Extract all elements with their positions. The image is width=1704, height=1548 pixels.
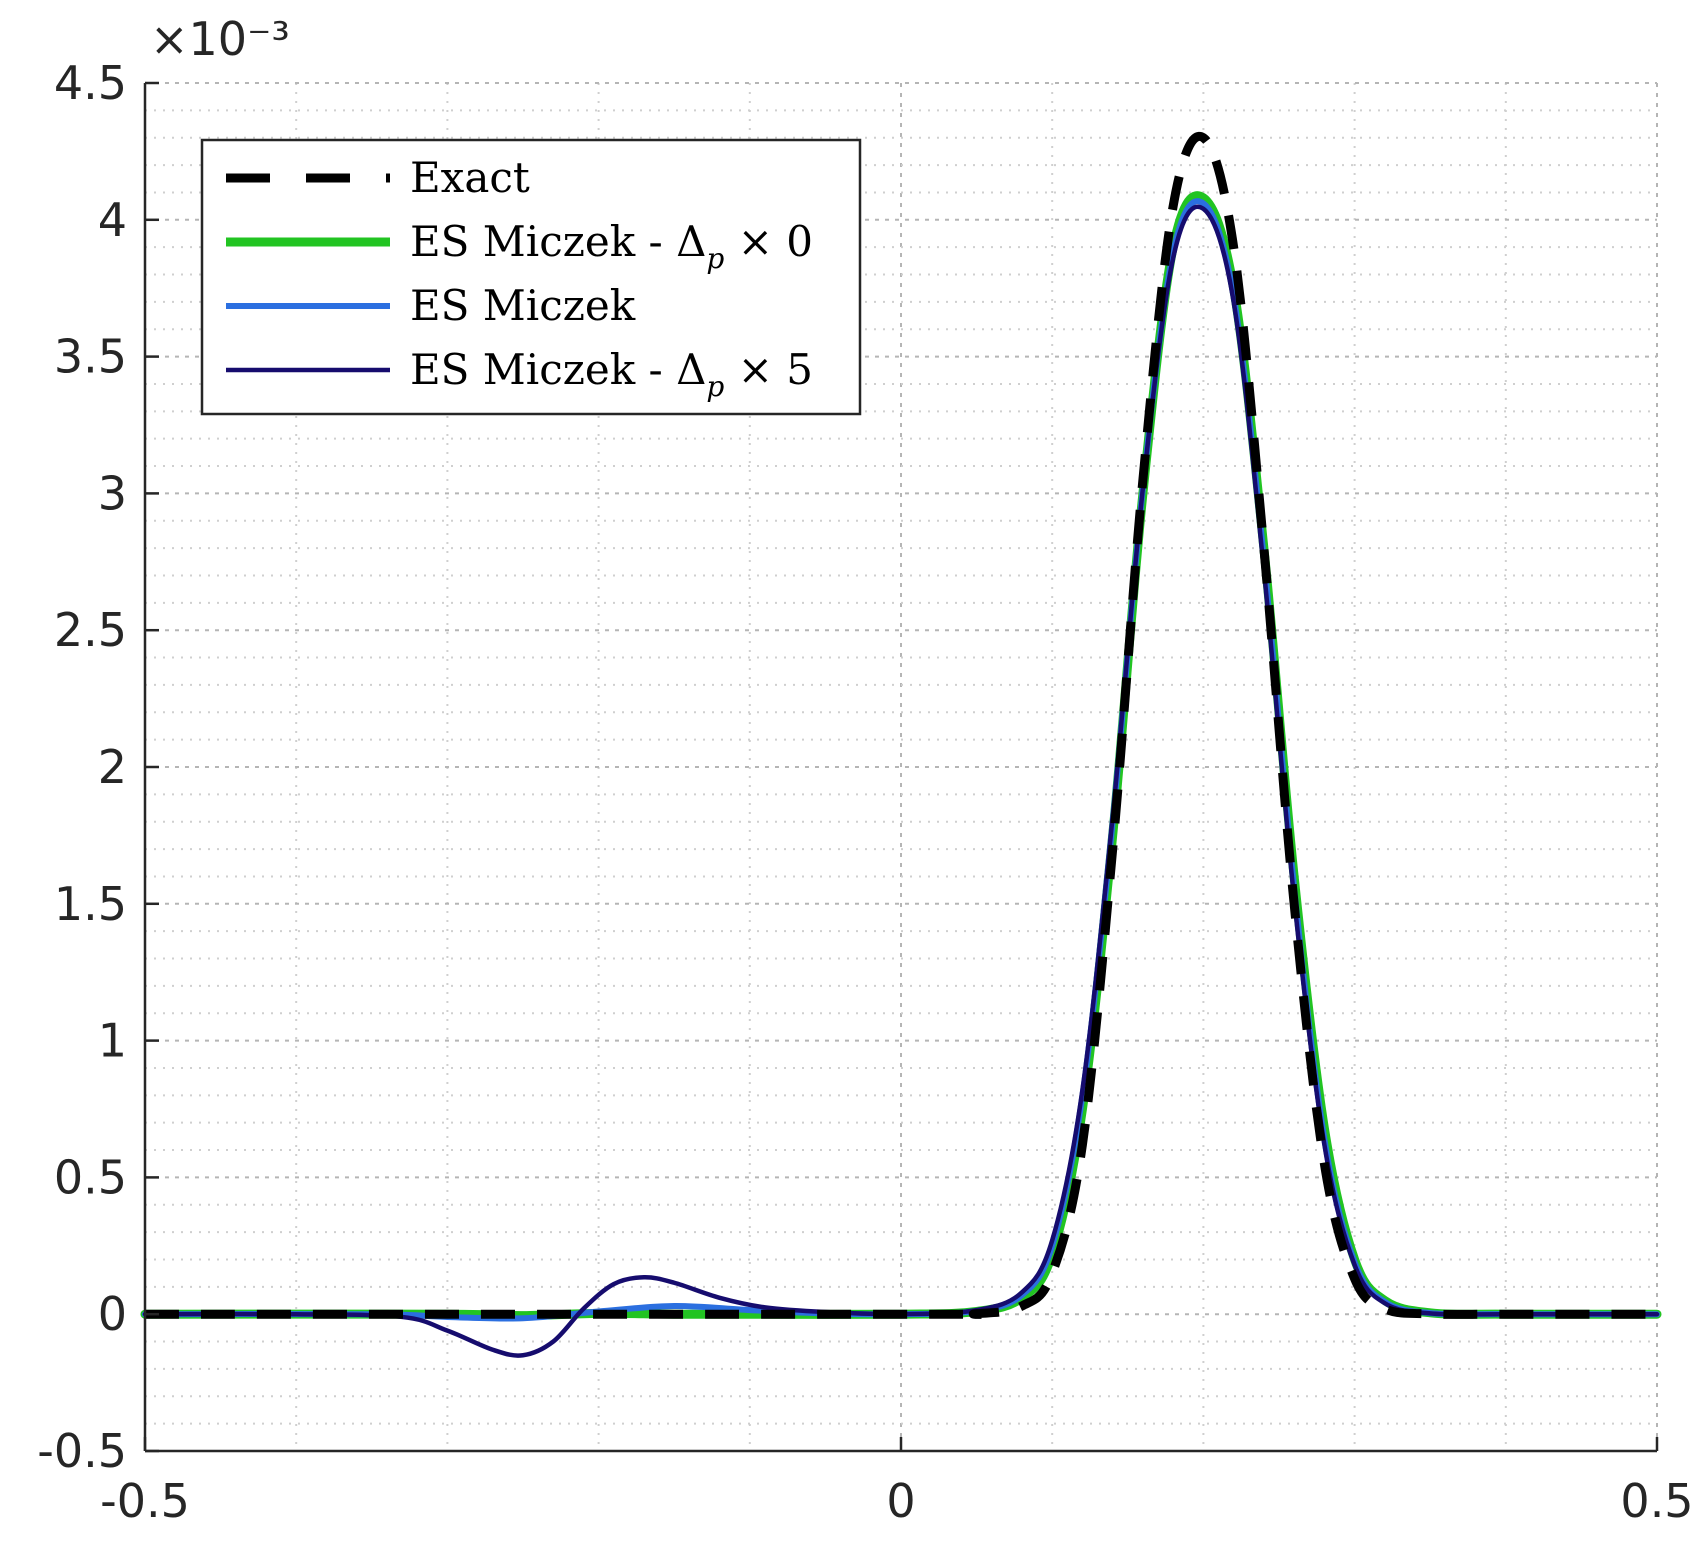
x-tick-label: 0 xyxy=(886,1474,915,1528)
y-tick-label: -0.5 xyxy=(37,1424,127,1478)
y-tick-label: 4 xyxy=(98,193,127,247)
y-tick-label: 4.5 xyxy=(54,56,127,110)
y-tick-label: 1.5 xyxy=(54,877,127,931)
legend: Exact ES Miczek - Δp × 0 ES Miczek ES Micze… xyxy=(200,138,862,416)
legend-label: Exact xyxy=(410,153,530,202)
legend-label: ES Miczek - Δp × 5 xyxy=(410,345,813,403)
y-tick-label: 0 xyxy=(98,1287,127,1341)
y-tick-label: 3.5 xyxy=(54,330,127,384)
y-tick-label: 2.5 xyxy=(54,603,127,657)
x-tick-label: 0.5 xyxy=(1620,1474,1693,1528)
series-line-0 xyxy=(144,131,1658,1319)
legend-label: ES Miczek - Δp × 0 xyxy=(410,217,813,275)
y-tick-label: 1 xyxy=(98,1014,127,1068)
y-tick-label: 3 xyxy=(98,466,127,520)
axes: -0.5 0 0.5 1 1.5 2 2.5 3 3.5 4 4.5 -0.5 0 0.5 xyxy=(37,56,1693,1528)
x-tick-label: -0.5 xyxy=(100,1474,190,1528)
y-tick-label: 0.5 xyxy=(54,1150,127,1204)
series-group xyxy=(140,131,1662,1358)
legend-label: ES Miczek xyxy=(410,281,636,330)
y-tick-label: 2 xyxy=(98,740,127,794)
y-exponent-label: ×10⁻³ xyxy=(150,12,290,66)
